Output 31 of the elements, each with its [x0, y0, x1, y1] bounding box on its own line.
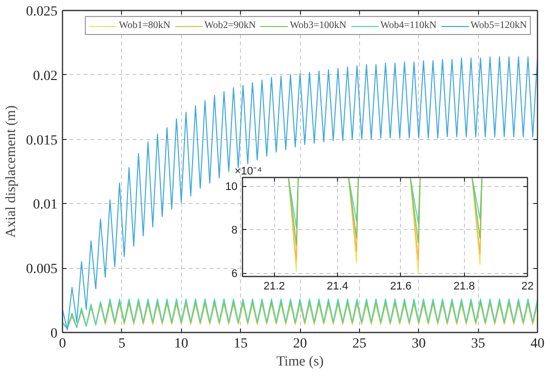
- legend-label: Wob2=90kN: [204, 20, 256, 31]
- x-tick-label: 20: [293, 336, 307, 352]
- y-tick-label: 0.02: [33, 68, 58, 84]
- y-tick-label: 10: [225, 181, 238, 194]
- annotation: ×10⁻⁴: [234, 166, 262, 178]
- x-tick-label: 21.2: [263, 280, 285, 292]
- x-tick-label: 40: [530, 336, 544, 352]
- x-tick-label: 21.6: [390, 280, 412, 292]
- x-axis-title: Time (s): [276, 354, 324, 370]
- y-tick-label: 6: [231, 268, 238, 280]
- x-tick-label: 21.8: [453, 280, 475, 292]
- x-tick-label: 21.4: [326, 280, 348, 292]
- y-axis-title: Axial displacement (m): [4, 105, 19, 238]
- legend-label: Wob4=110kN: [380, 20, 436, 31]
- y-tick-label: 0.015: [26, 133, 58, 148]
- x-tick-label: 10: [174, 336, 188, 352]
- legend-label: Wob5=120kN: [470, 20, 527, 31]
- legend-label: Wob1=80kN: [118, 20, 170, 31]
- x-tick-label: 15: [234, 336, 248, 352]
- x-tick-label: 30: [412, 336, 426, 352]
- x-tick-label: 22: [521, 280, 534, 292]
- x-tick-label: 5: [118, 336, 126, 352]
- y-tick-label: 0.01: [33, 198, 58, 213]
- x-tick-label: 35: [471, 336, 486, 352]
- y-tick-label: 0.025: [26, 4, 58, 20]
- y-tick-label: 8: [231, 224, 238, 237]
- y-tick-label: 0.005: [26, 262, 58, 278]
- x-tick-label: 25: [352, 336, 366, 352]
- line-series: [62, 56, 538, 330]
- legend-label: Wob3=100kN: [290, 20, 346, 31]
- y-tick-label: 0: [50, 326, 58, 342]
